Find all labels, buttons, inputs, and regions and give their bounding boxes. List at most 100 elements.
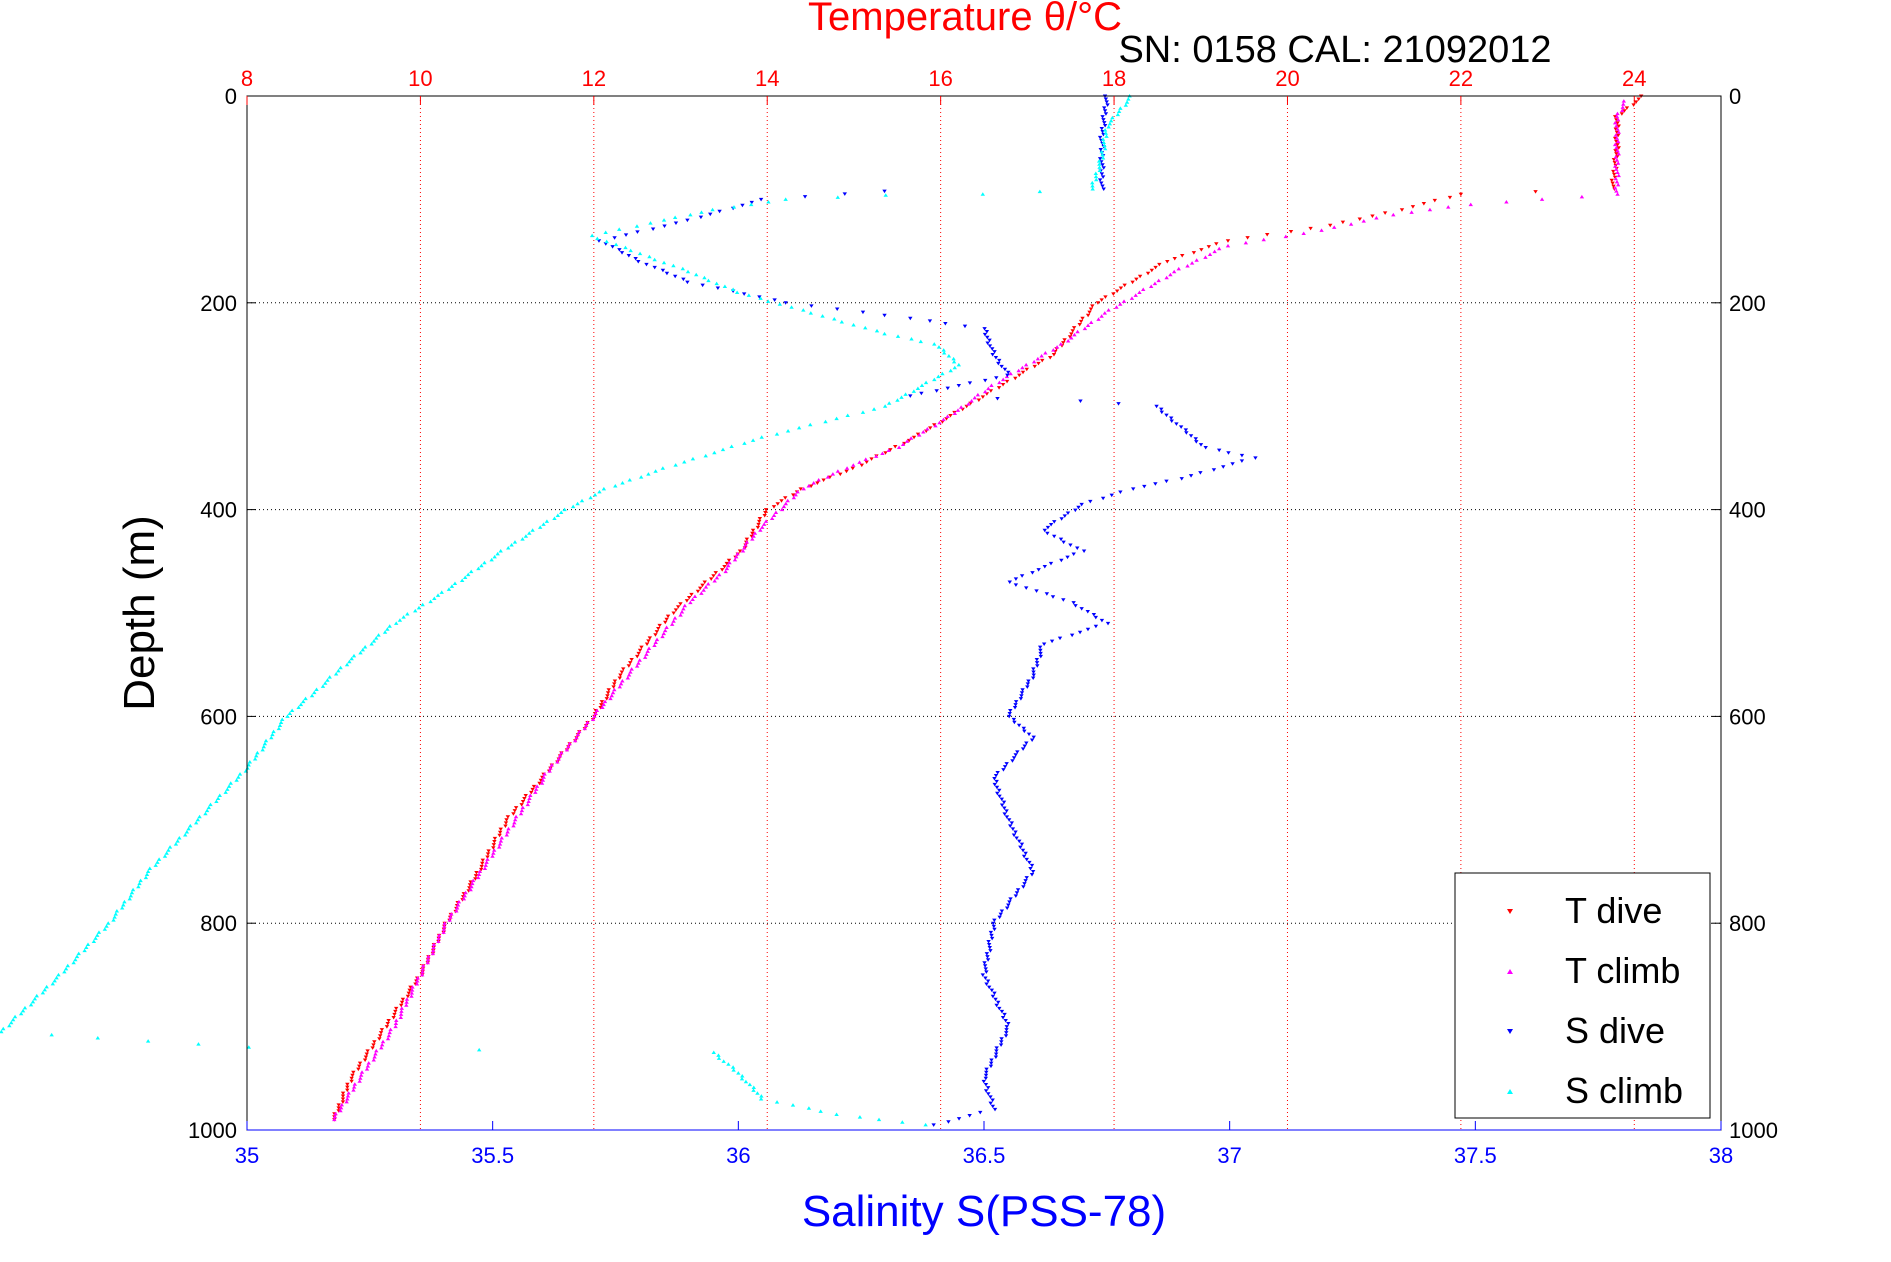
data-point (362, 1058, 368, 1063)
data-point (900, 1120, 905, 1124)
data-point (1102, 128, 1108, 132)
data-point (303, 696, 308, 701)
data-point (1100, 496, 1106, 501)
data-point (886, 401, 892, 405)
data-point (555, 760, 560, 764)
data-point (347, 659, 352, 664)
data-point (1615, 192, 1620, 196)
data-point (798, 487, 803, 491)
data-point (724, 561, 729, 566)
data-point (698, 215, 704, 220)
data-point (428, 599, 433, 604)
data-point (1188, 474, 1194, 478)
data-point (825, 475, 831, 479)
data-point (505, 815, 511, 819)
data-point (647, 254, 652, 259)
data-point (1008, 824, 1013, 828)
y-tick-label-left: 600 (200, 704, 237, 729)
data-point (1421, 202, 1427, 206)
data-point (420, 966, 426, 971)
data-point (497, 830, 503, 835)
data-point (1216, 448, 1222, 453)
data-point (785, 498, 790, 503)
data-point (491, 848, 497, 852)
data-point (518, 811, 524, 816)
data-point (755, 525, 761, 530)
data-point (1015, 888, 1021, 892)
data-point (416, 605, 422, 610)
data-point (714, 281, 719, 286)
data-point (1020, 688, 1025, 692)
data-point (1062, 514, 1067, 518)
data-point (909, 336, 914, 341)
data-point (1022, 744, 1027, 748)
data-point (84, 945, 89, 950)
data-point (633, 256, 638, 261)
data-point (639, 645, 644, 650)
data-point (1216, 246, 1222, 251)
data-point (1000, 382, 1006, 387)
data-point (373, 1051, 378, 1056)
data-point (1016, 368, 1021, 373)
data-point (228, 781, 233, 785)
data-point (1025, 682, 1031, 686)
data-point (936, 374, 941, 379)
data-point (1613, 133, 1618, 137)
data-point (969, 399, 974, 403)
data-point (407, 988, 412, 993)
data-point (378, 1031, 384, 1035)
data-point (801, 308, 806, 312)
data-point (751, 1088, 756, 1092)
data-point (360, 647, 366, 652)
data-point (327, 675, 332, 679)
data-point (774, 1100, 780, 1104)
data-point (1164, 275, 1169, 280)
data-point (637, 648, 643, 653)
data-point (1328, 223, 1333, 228)
data-point (1079, 607, 1084, 611)
data-point (601, 486, 607, 491)
data-point (340, 1094, 346, 1099)
data-point (1100, 163, 1105, 167)
data-point (839, 320, 845, 324)
data-point (1010, 759, 1015, 763)
data-point (1288, 229, 1294, 234)
data-point (989, 1058, 994, 1063)
data-point (415, 975, 420, 980)
data-point (1191, 251, 1197, 255)
data-point (671, 611, 676, 615)
data-point (1034, 658, 1040, 662)
data-point (1002, 812, 1007, 816)
data-point (405, 994, 411, 999)
data-point (393, 1009, 398, 1014)
data-point (918, 339, 923, 344)
data-point (985, 335, 990, 340)
data-point (628, 670, 633, 674)
data-point (962, 324, 968, 329)
data-point (1008, 371, 1013, 376)
data-point (63, 966, 69, 971)
data-point (990, 1098, 995, 1103)
data-point (447, 918, 452, 922)
data-point (369, 642, 374, 646)
data-point (758, 1096, 764, 1101)
data-point (688, 600, 693, 605)
axes: 0 0 200 200 400 400 600 600 800 800 1000 1000 8 10 12 1… (188, 66, 1778, 1168)
data-point (1409, 210, 1414, 214)
data-point (816, 478, 821, 482)
data-point (1034, 661, 1040, 665)
data-point (1446, 205, 1451, 209)
data-point (1611, 172, 1617, 177)
data-point (1090, 183, 1095, 188)
data-point (1185, 264, 1190, 268)
data-point (1458, 192, 1464, 197)
data-point (1021, 854, 1027, 859)
data-point (740, 203, 745, 208)
data-point (680, 266, 686, 271)
data-point (492, 836, 498, 841)
data-point (1048, 355, 1053, 360)
data-point (636, 651, 641, 656)
data-point (945, 414, 950, 419)
data-point (1022, 729, 1027, 734)
data-point (358, 650, 363, 655)
